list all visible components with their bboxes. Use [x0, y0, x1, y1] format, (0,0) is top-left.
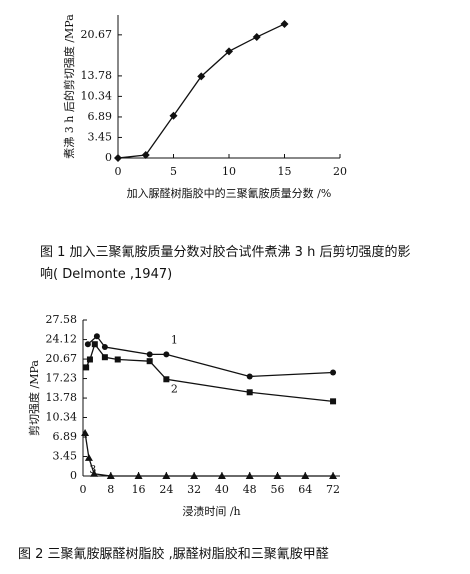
y-axis-label: 剪切强度 /MPa: [27, 360, 41, 436]
marker: [106, 472, 115, 479]
y-tick-label: 6.89: [88, 110, 113, 123]
marker: [245, 472, 254, 479]
marker: [225, 47, 233, 56]
x-tick-label: 48: [243, 483, 257, 496]
marker: [93, 333, 100, 340]
marker: [169, 111, 178, 120]
series-line: [117, 23, 285, 159]
series-label: 2: [171, 382, 178, 395]
figure-caption: 图 1 加入三聚氰胺质量分数对胶合试件煮沸 3 h 后剪切强度的影响( Delm…: [40, 245, 411, 282]
y-tick-label: 0: [70, 469, 77, 482]
x-axis-label: 浸渍时间 /h: [182, 505, 240, 518]
x-tick-label: 72: [326, 483, 340, 496]
x-tick-label: 20: [333, 165, 347, 178]
marker: [81, 429, 90, 437]
marker: [146, 351, 153, 358]
x-tick-label: 5: [170, 165, 177, 178]
marker: [329, 472, 338, 479]
marker: [330, 398, 337, 405]
y-tick-label: 3.45: [53, 449, 78, 462]
series-line: [84, 432, 334, 477]
y-tick-label: 10.34: [46, 411, 78, 424]
marker: [190, 472, 199, 479]
x-tick-label: 8: [107, 483, 114, 496]
y-tick-label: 13.78: [46, 391, 78, 404]
series-label: 3: [89, 463, 96, 476]
y-tick-label: 13.78: [81, 69, 113, 82]
series-line: [85, 342, 334, 402]
series-label: 1: [171, 333, 178, 346]
marker: [246, 373, 253, 380]
marker: [141, 151, 150, 160]
x-tick-label: 24: [159, 483, 173, 496]
marker: [280, 19, 289, 28]
marker: [101, 354, 108, 361]
marker: [217, 472, 226, 479]
y-tick-label: 20.67: [46, 352, 78, 365]
x-tick-label: 10: [222, 165, 236, 178]
y-tick-label: 3.45: [88, 130, 113, 143]
x-tick-label: 0: [115, 165, 122, 178]
x-tick-label: 15: [278, 165, 292, 178]
x-axis-label: 加入脲醛树脂胶中的三聚氰胺质量分数 /%: [127, 186, 332, 200]
marker: [197, 72, 206, 81]
y-tick-label: 27.58: [46, 313, 78, 326]
marker: [84, 341, 91, 348]
marker: [101, 344, 108, 351]
marker: [246, 389, 253, 396]
marker: [114, 356, 121, 363]
y-tick-label: 6.89: [53, 430, 78, 443]
x-tick-label: 64: [298, 483, 312, 496]
marker: [146, 358, 153, 365]
marker: [91, 341, 98, 348]
marker: [84, 453, 93, 461]
marker: [83, 364, 90, 371]
y-tick-label: 24.12: [46, 333, 78, 346]
marker: [252, 33, 261, 42]
marker: [163, 376, 170, 383]
marker: [86, 356, 93, 363]
y-tick-label: 0: [105, 151, 112, 164]
figure-caption: 图 2 三聚氰胺脲醛树脂胶 ,脲醛树脂胶和三聚氰胺甲醛: [18, 547, 329, 562]
x-tick-label: 56: [270, 483, 284, 496]
y-tick-label: 10.34: [81, 89, 113, 102]
x-tick-label: 16: [132, 483, 146, 496]
y-tick-label: 20.67: [81, 28, 113, 41]
series-line: [87, 335, 334, 378]
marker: [114, 154, 122, 162]
marker: [134, 472, 143, 479]
marker: [162, 472, 171, 479]
y-tick-label: 17.23: [46, 372, 78, 385]
marker: [163, 351, 170, 358]
marker: [90, 469, 99, 477]
marker: [301, 472, 310, 479]
marker: [273, 472, 282, 479]
x-tick-label: 0: [80, 483, 87, 496]
y-axis-label: 煮沸 3 h 后的剪切强度 /MPa: [62, 14, 76, 159]
x-tick-label: 40: [215, 483, 229, 496]
marker: [330, 369, 337, 376]
x-tick-label: 32: [187, 483, 201, 496]
